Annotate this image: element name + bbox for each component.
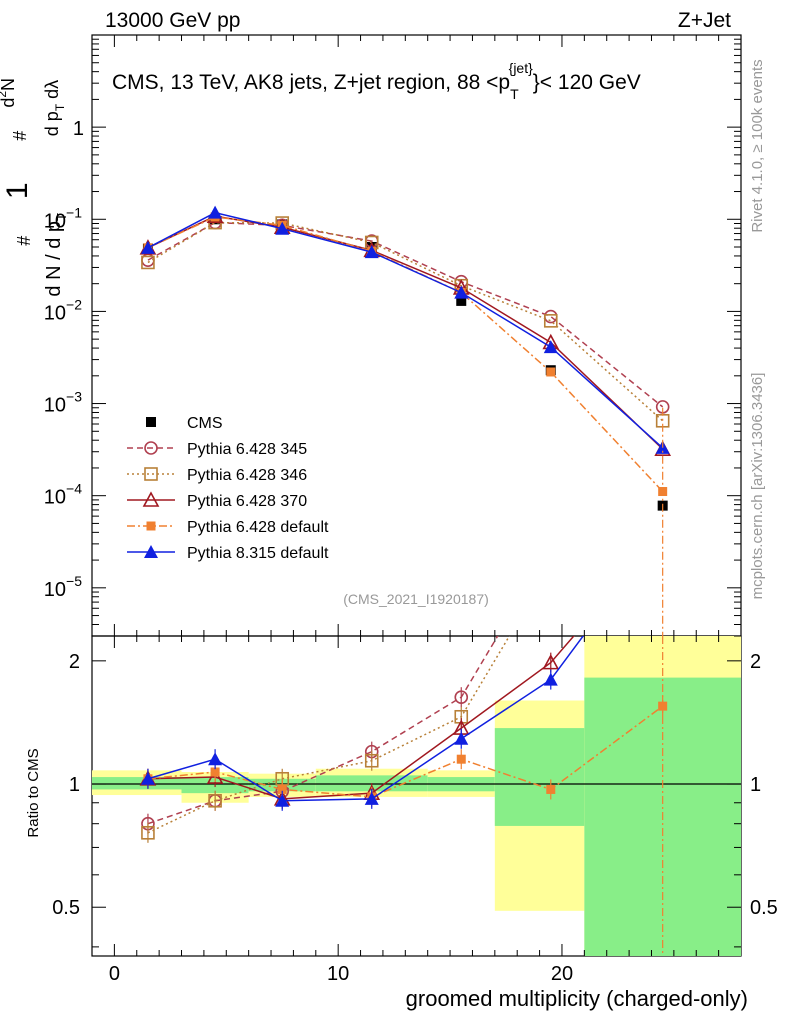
ratio-panel-series [139,636,668,956]
analysis-tag: (CMS_2021_I1920187) [343,591,489,607]
series-layer [139,205,672,956]
y-tick-label: 1 [73,118,84,140]
chart-title-tail: }< 120 GeV [533,71,641,94]
x-tick-label: 10 [327,963,349,985]
series-point-3 [546,367,556,377]
y-tick-label: 10−1 [44,204,82,232]
y-tick-label: 10−3 [44,389,82,417]
ratio-y-axis-label: Ratio to CMS [25,748,42,837]
ratio-point-4 [140,771,155,785]
chart-title-sub: T [510,86,519,102]
ratio-point-4 [364,791,379,805]
ratio-point-3 [546,784,556,794]
process-label: Z+Jet [678,9,731,32]
main-panel-series [139,205,672,636]
ratio-uncertainty-bands [92,636,741,956]
series-point-4 [364,245,379,259]
legend-marker [142,491,160,507]
rivet-version-label: Rivet 4.1.0, ≥ 100k events [749,59,766,232]
legend-marker [144,441,158,455]
mcplots-label: mcplots.cern.ch [arXiv:1306.3436] [749,373,766,600]
ratio-point-4 [454,731,469,745]
x-tick-label: 0 [109,963,120,985]
x-axis-label: groomed multiplicity (charged-only) [406,986,748,1011]
ratio-point-3 [456,754,466,764]
y-axis-label: # 1 d N / d pT # d2N d pT dλ [0,72,71,297]
ratio-point-0 [454,690,469,704]
ratio-point-4 [543,672,558,686]
ratio-tick-label: 0.5 [52,897,80,919]
y-tick-label: 10−5 [44,573,82,601]
legend-label: CMS [187,415,223,432]
ratio-point-1 [208,793,222,808]
band-inner-5 [494,728,585,826]
legend-label: Pythia 6.428 370 [187,493,307,510]
series-point-4 [454,285,469,299]
energy-label: 13000 GeV pp [105,9,240,32]
ratio-point-3 [277,784,287,794]
series-point-0 [543,309,558,324]
x-tick-label: 20 [551,963,573,985]
ratio-point-3 [210,767,220,777]
series-point-1 [543,314,558,328]
legend-marker [146,521,156,531]
ratio-tick-label-right: 0.5 [750,897,778,919]
axis-ticks: 0 10 20 10−5 10−4 10−3 10−2 10−1 1 0.5 0.5 1 1 2 2 [44,35,778,985]
series-point-4 [543,340,558,354]
series-line-1 [147,221,664,422]
legend-label: Pythia 8.315 default [187,545,329,562]
ratio-point-1 [364,753,379,768]
ratio-point-4 [208,752,223,766]
chart-title-main: CMS, 13 TeV, AK8 jets, Z+jet region, 88 … [112,71,510,94]
y-tick-label: 10−2 [44,296,82,324]
ratio-point-4 [275,793,290,807]
series-line-2 [147,215,664,450]
ratio-tick-label-right: 2 [750,651,761,673]
ratio-point-2 [206,768,224,784]
ratio-tick-label: 2 [69,651,80,673]
legend-marker [144,545,158,558]
legend-label: Pythia 6.428 346 [187,467,307,484]
series-point-4 [140,240,155,254]
cms-data-point [456,295,467,306]
ratio-tick-label-right: 1 [750,774,761,796]
svg-text:# 1 d N / d pT: # 1 d N / d pT # d2N d pT dλ [0,72,71,296]
series-line-0 [147,221,664,408]
legend-label: Pythia 6.428 345 [187,441,307,458]
chart-title: CMS, 13 TeV, AK8 jets, Z+jet region, 88 … [112,60,641,102]
series-line-4 [147,211,664,449]
band-inner-0 [92,777,182,790]
series-point-4 [275,221,290,235]
legend-label: Pythia 6.428 default [187,519,329,536]
series-point-4 [208,205,223,219]
ratio-point-2 [542,653,560,670]
legend-marker [144,467,158,481]
ratio-tick-label: 1 [69,774,80,796]
y-tick-label: 10−4 [44,481,82,509]
ratio-point-1 [141,826,155,840]
legend: CMS Pythia 6.428 345 Pythia 6.428 346 Pythi… [127,415,329,562]
legend-marker [146,417,156,427]
chart-title-sup: {jet} [509,60,533,76]
series-point-1 [141,255,155,270]
